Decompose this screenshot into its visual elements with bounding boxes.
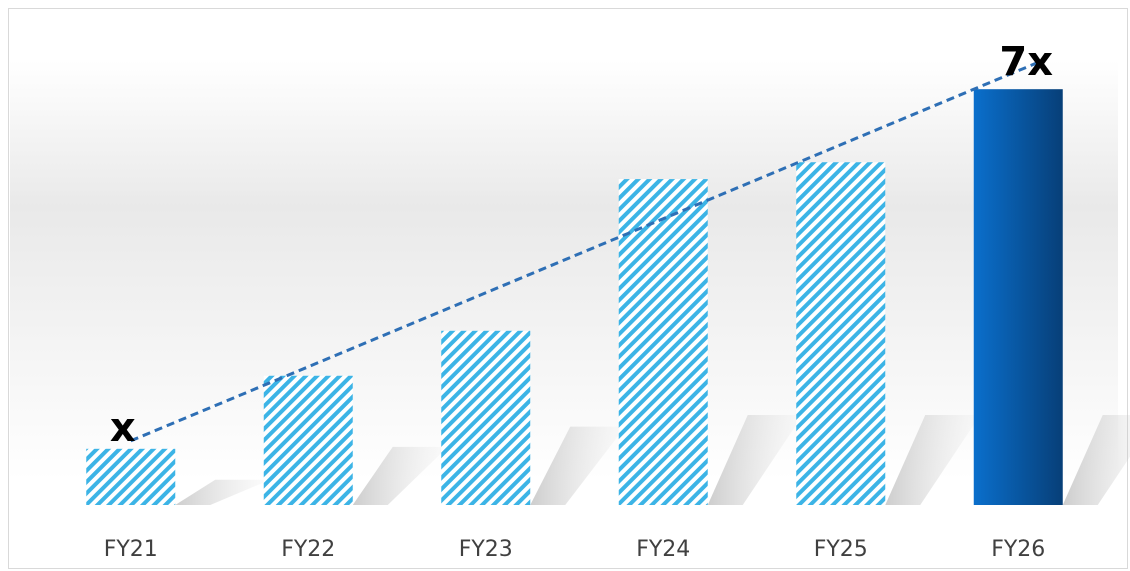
bar-fy22 [263, 375, 353, 505]
bar-shadow [352, 446, 448, 505]
bar-fy23 [441, 330, 531, 505]
bar-shadow [175, 479, 271, 505]
x-tick-label: FY23 [459, 537, 513, 562]
bar-shadow [1062, 415, 1130, 505]
x-tick-label: FY24 [636, 537, 690, 562]
x-tick-label: FY25 [814, 537, 868, 562]
bar-shadow [707, 415, 803, 505]
x-tick-label: FY26 [991, 537, 1045, 562]
annotation-fy26: 7x [999, 39, 1053, 85]
x-tick-label: FY22 [281, 537, 335, 562]
x-tick-label: FY21 [104, 537, 158, 562]
bar-shadow [530, 426, 626, 505]
trendline [130, 61, 1037, 443]
bar-fy21 [86, 448, 176, 505]
bar-shadow [885, 415, 981, 505]
bar-fy25 [796, 162, 886, 505]
annotation-fy21: x [110, 405, 136, 451]
plot-background [10, 60, 1118, 480]
bar-fy24 [618, 179, 708, 505]
bar-fy26 [973, 89, 1063, 505]
